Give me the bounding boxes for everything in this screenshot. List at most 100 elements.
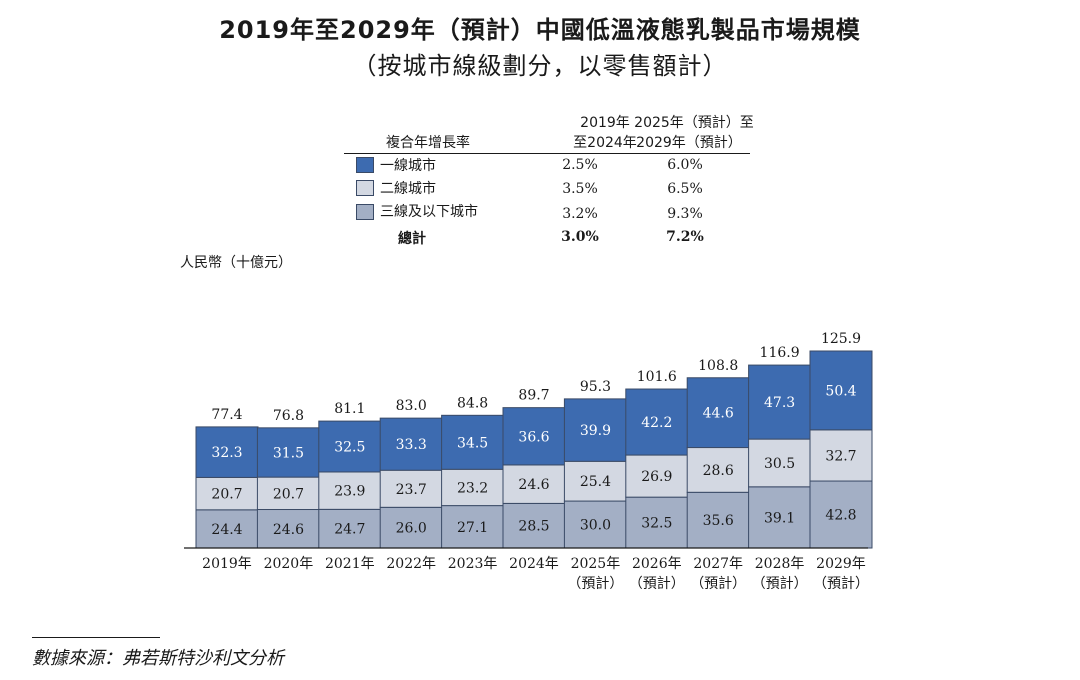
bar-segment bbox=[441, 468, 505, 507]
cagr-header-label: 複合年增長率 bbox=[386, 135, 470, 151]
stacked-bar-chart: 24.4 20.7 32.3 77.4 2019年 24.6 20.7 31.5 76.8 202… bbox=[184, 331, 873, 592]
bar-segment bbox=[379, 506, 443, 549]
cagr-tier1-2019-2024: 2.5% bbox=[562, 157, 598, 173]
x-tick-label: 2021年 bbox=[325, 556, 375, 572]
legend-swatch-tier2 bbox=[356, 180, 374, 196]
bar-value-label: 27.1 bbox=[457, 520, 488, 536]
x-tick-sublabel: （預計） bbox=[629, 576, 685, 592]
bar-segment bbox=[686, 491, 750, 549]
bar-segment bbox=[318, 508, 382, 549]
bar-segment bbox=[195, 476, 259, 511]
bar-value-label: 20.7 bbox=[211, 487, 242, 503]
bar-segment bbox=[563, 398, 627, 462]
bar-segment bbox=[502, 464, 566, 504]
bar-segment bbox=[809, 350, 873, 431]
x-tick-label: 2023年 bbox=[448, 556, 498, 572]
bar-segment bbox=[625, 454, 689, 498]
x-tick-label: 2024年 bbox=[509, 556, 559, 572]
bar-segment bbox=[195, 509, 259, 549]
cagr-tier1-2025-2029: 6.0% bbox=[667, 157, 703, 173]
bar-segment bbox=[256, 509, 320, 549]
legend-label-tier1: 一線城市 bbox=[380, 158, 436, 174]
bar-segment bbox=[809, 480, 873, 549]
bar-value-label: 20.7 bbox=[273, 486, 304, 502]
bar-value-label: 42.2 bbox=[641, 415, 672, 431]
bar-segment bbox=[379, 417, 443, 471]
x-tick-label: 2022年 bbox=[386, 556, 436, 572]
x-tick-sublabel: （預計） bbox=[813, 576, 869, 592]
bar-segment bbox=[502, 502, 566, 549]
bar-value-label: 24.4 bbox=[211, 522, 242, 538]
cagr-tier2-2019-2024: 3.5% bbox=[562, 181, 598, 197]
legend-label-tier3: 三線及以下城市 bbox=[380, 204, 478, 220]
bar-value-label: 24.7 bbox=[334, 522, 365, 538]
bar-value-label: 34.5 bbox=[457, 435, 488, 451]
x-tick-label: 2028年 bbox=[755, 556, 805, 572]
bar-total-label: 89.7 bbox=[518, 388, 549, 404]
x-tick-label: 2029年 bbox=[816, 556, 866, 572]
bar-value-label: 23.2 bbox=[457, 480, 488, 496]
legend-swatch-tier3 bbox=[356, 204, 374, 220]
cagr-tier3-2025-2029: 9.3% bbox=[667, 206, 703, 222]
bar-total-label: 83.0 bbox=[396, 398, 427, 414]
x-tick-label: 2019年 bbox=[202, 556, 252, 572]
cagr-col1-header-line2: 至2024年 bbox=[573, 135, 637, 151]
bar-value-label: 24.6 bbox=[273, 522, 304, 538]
bar-segment bbox=[256, 476, 320, 511]
bar-value-label: 39.9 bbox=[580, 423, 611, 439]
cagr-col2-header-line2: 2029年（預計） bbox=[636, 135, 742, 151]
cagr-col1-header-line1: 2019年 bbox=[580, 115, 630, 131]
bar-segment bbox=[256, 427, 320, 478]
cagr-col2-header-line1: 2025年（預計）至 bbox=[634, 115, 754, 131]
source-rule bbox=[32, 637, 160, 638]
x-tick-label: 2027年 bbox=[693, 556, 743, 572]
bar-value-label: 32.5 bbox=[334, 440, 365, 456]
legend-label-tier2: 二線城市 bbox=[380, 181, 436, 197]
bar-value-label: 36.6 bbox=[518, 429, 549, 445]
x-tick-label: 2025年 bbox=[571, 556, 621, 572]
legend-swatch-tier1 bbox=[356, 157, 374, 173]
bar-value-label: 31.5 bbox=[273, 445, 304, 461]
bar-value-label: 26.0 bbox=[396, 521, 427, 537]
bar-total-label: 81.1 bbox=[334, 401, 365, 417]
bar-value-label: 30.0 bbox=[580, 518, 611, 534]
bar-total-label: 76.8 bbox=[273, 408, 304, 424]
bar-value-label: 47.3 bbox=[764, 395, 795, 411]
cagr-total-2019-2024: 3.0% bbox=[561, 229, 599, 245]
bar-value-label: 33.3 bbox=[396, 437, 427, 453]
bar-total-label: 84.8 bbox=[457, 395, 488, 411]
cagr-tier3-2019-2024: 3.2% bbox=[562, 206, 598, 222]
bar-value-label: 32.5 bbox=[641, 516, 672, 532]
bar-value-label: 39.1 bbox=[764, 510, 795, 526]
unit-label: 人民幣（十億元） bbox=[180, 255, 292, 271]
x-tick-sublabel: （預計） bbox=[567, 576, 623, 592]
bar-value-label: 44.6 bbox=[703, 406, 734, 422]
source-note: 數據來源：弗若斯特沙利文分析 bbox=[32, 648, 284, 669]
bar-value-label: 28.5 bbox=[518, 519, 549, 535]
x-tick-sublabel: （預計） bbox=[752, 576, 808, 592]
bar-segment bbox=[318, 471, 382, 510]
bar-segment bbox=[748, 438, 812, 488]
x-tick-sublabel: （預計） bbox=[690, 576, 746, 592]
bar-value-label: 32.3 bbox=[211, 445, 242, 461]
bar-value-label: 32.7 bbox=[825, 448, 856, 464]
bar-value-label: 35.6 bbox=[703, 513, 734, 529]
bar-value-label: 24.6 bbox=[518, 477, 549, 493]
bar-total-label: 101.6 bbox=[637, 369, 677, 385]
bar-value-label: 26.9 bbox=[641, 469, 672, 485]
bar-value-label: 42.8 bbox=[825, 508, 856, 524]
cagr-total-label: 總計 bbox=[398, 231, 426, 247]
bar-total-label: 95.3 bbox=[580, 379, 611, 395]
cagr-total-2025-2029: 7.2% bbox=[666, 229, 704, 245]
cagr-tier2-2025-2029: 6.5% bbox=[667, 181, 703, 197]
chart-title: 2019年至2029年（預計）中國低溫液態乳製品市場規模 bbox=[219, 16, 861, 44]
bar-value-label: 25.4 bbox=[580, 474, 611, 490]
bar-value-label: 28.6 bbox=[703, 463, 734, 479]
bar-total-label: 116.9 bbox=[760, 345, 800, 361]
bar-segment bbox=[748, 364, 812, 440]
bar-value-label: 23.7 bbox=[396, 482, 427, 498]
bar-segment bbox=[441, 505, 505, 549]
x-tick-label: 2020年 bbox=[264, 556, 314, 572]
bar-total-label: 108.8 bbox=[698, 358, 738, 374]
chart-subtitle: （按城市線級劃分，以零售額計） bbox=[352, 52, 728, 80]
